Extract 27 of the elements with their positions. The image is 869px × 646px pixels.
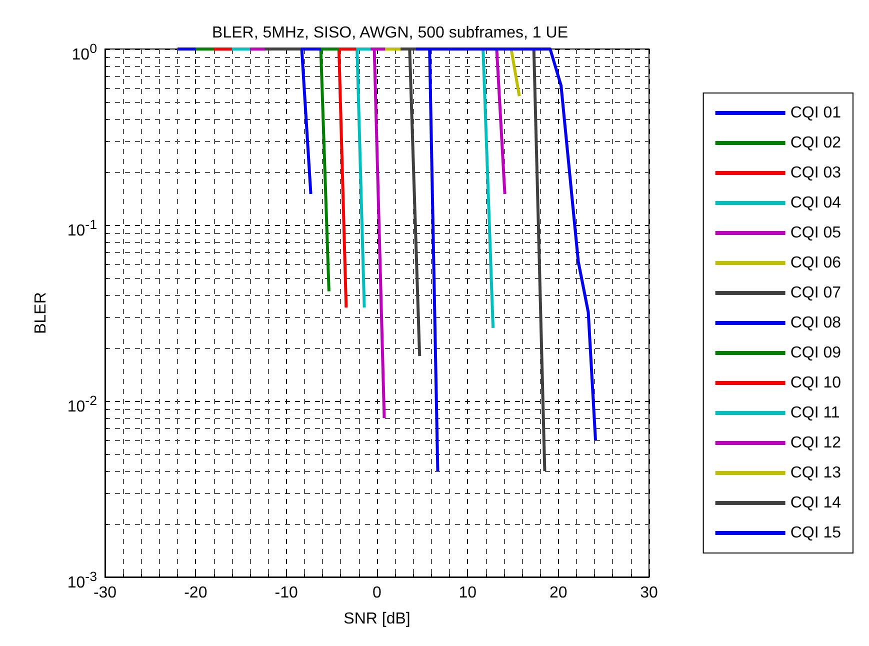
y-axis-title: BLER (32, 292, 50, 334)
legend-label: CQI 10 (790, 374, 842, 392)
x-tick-label: 30 (640, 584, 658, 602)
legend-label: CQI 04 (790, 194, 842, 212)
legend-label: CQI 15 (790, 524, 842, 542)
legend-label: CQI 14 (790, 494, 842, 512)
x-tick-label: 20 (549, 584, 568, 602)
legend-label: CQI 06 (790, 254, 842, 272)
x-tick-label: -20 (184, 584, 208, 602)
legend-label: CQI 09 (790, 344, 842, 362)
chart-title: BLER, 5MHz, SISO, AWGN, 500 subframes, 1 UE (212, 24, 568, 42)
x-tick-label: 10 (458, 584, 477, 602)
legend-label: CQI 08 (790, 314, 842, 332)
x-tick-label: 0 (372, 584, 382, 602)
y-tick-label: 10$^{-1}$ (67, 216, 97, 242)
legend-label: CQI 05 (790, 224, 842, 242)
y-tick-label: 10$^{0}$ (72, 40, 97, 66)
legend-label: CQI 13 (790, 464, 842, 482)
legend-label: CQI 01 (790, 104, 842, 122)
x-tick-label: -10 (274, 584, 298, 602)
legend-label: CQI 12 (790, 434, 842, 452)
y-tick-label: 10$^{-2}$ (67, 392, 97, 418)
legend-label: CQI 07 (790, 284, 842, 302)
legend-label: CQI 03 (790, 164, 842, 182)
x-axis-title: SNR [dB] (344, 610, 410, 628)
legend-label: CQI 02 (790, 134, 842, 152)
legend-label: CQI 11 (790, 404, 840, 422)
